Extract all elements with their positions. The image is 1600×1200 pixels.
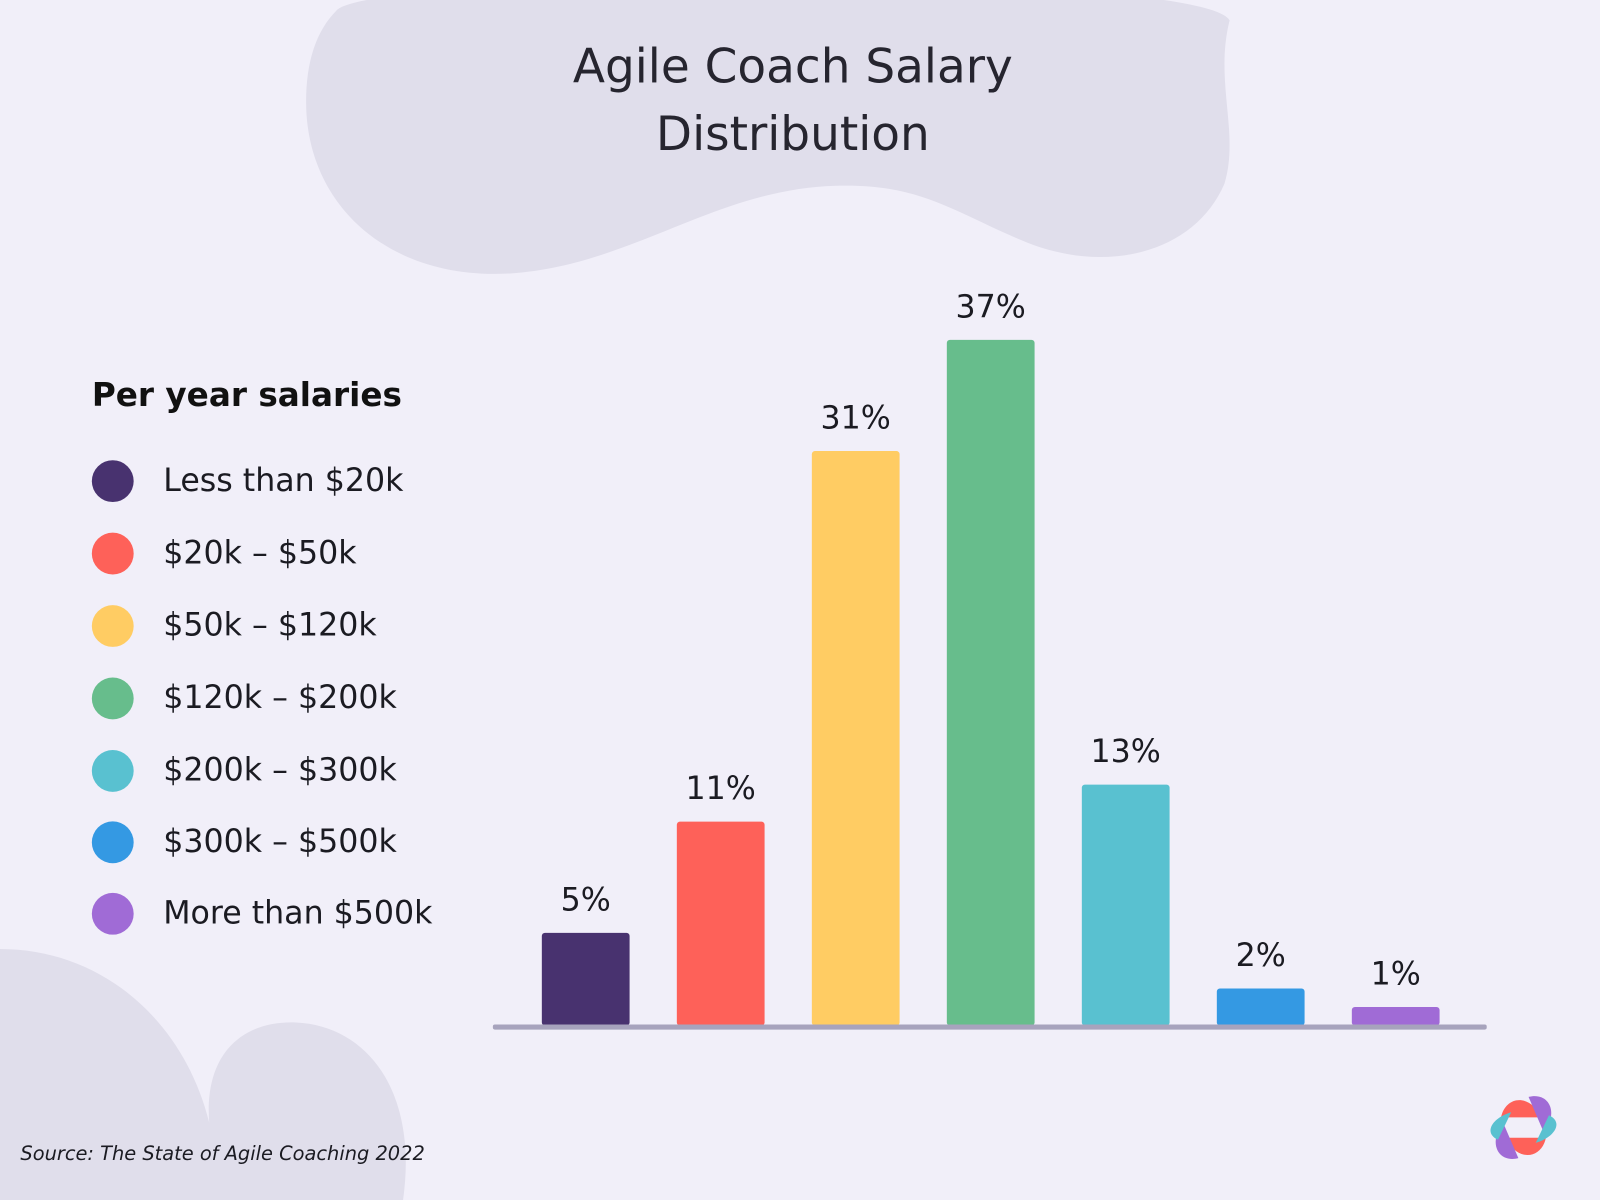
legend-swatch bbox=[91, 532, 134, 574]
bar-2 bbox=[676, 821, 765, 1026]
data-label: 1% bbox=[1371, 957, 1421, 993]
legend-label: $50k – $120k bbox=[163, 607, 377, 644]
bar-7 bbox=[1351, 1006, 1440, 1026]
legend-item: $50k – $120k bbox=[91, 604, 377, 647]
legend-swatch bbox=[91, 820, 134, 863]
legend-label: More than $500k bbox=[163, 894, 433, 932]
legend-swatch bbox=[91, 459, 134, 502]
source-note: Source: The State of Agile Coaching 2022 bbox=[20, 1142, 425, 1166]
bar-3 bbox=[811, 451, 900, 1026]
legend-item: $20k – $50k bbox=[91, 532, 357, 575]
chart-title-line-2: Distribution bbox=[655, 106, 930, 162]
data-label: 31% bbox=[821, 401, 891, 437]
legend-item: $200k – $300k bbox=[91, 749, 397, 792]
legend-item: $120k – $200k bbox=[91, 677, 397, 720]
legend-item: $300k – $500k bbox=[91, 820, 397, 863]
data-label: 37% bbox=[956, 289, 1026, 325]
legend-swatch bbox=[91, 749, 134, 792]
legend-label: $200k – $300k bbox=[163, 752, 397, 789]
bottom-left-blob bbox=[0, 948, 406, 1200]
chart-title-line-1: Agile Coach Salary bbox=[572, 38, 1013, 94]
flower-logo-icon bbox=[1490, 1096, 1557, 1159]
data-label: 13% bbox=[1091, 734, 1161, 770]
bar-6 bbox=[1216, 988, 1305, 1026]
chart-title: Agile Coach Salary Distribution bbox=[385, 33, 1201, 168]
legend-item: More than $500k bbox=[91, 892, 433, 935]
legend-label: $20k – $50k bbox=[163, 534, 357, 572]
legend-item: Less than $20k bbox=[91, 459, 404, 502]
data-label: 2% bbox=[1236, 938, 1286, 974]
data-label: 11% bbox=[686, 771, 756, 807]
legend-label: Less than $20k bbox=[163, 462, 404, 499]
bar-4 bbox=[946, 339, 1035, 1026]
legend-label: $300k – $500k bbox=[163, 823, 397, 861]
bar-5 bbox=[1081, 784, 1170, 1026]
legend-label: $120k – $200k bbox=[163, 679, 397, 717]
top-blob bbox=[306, 0, 1230, 274]
legend-swatch bbox=[91, 604, 134, 647]
bar-1 bbox=[541, 932, 630, 1026]
legend-swatch bbox=[91, 892, 134, 935]
x-axis-line bbox=[492, 1024, 1487, 1030]
legend-title: Per year salaries bbox=[91, 375, 402, 415]
legend-swatch bbox=[91, 677, 134, 719]
data-label: 5% bbox=[561, 882, 611, 918]
